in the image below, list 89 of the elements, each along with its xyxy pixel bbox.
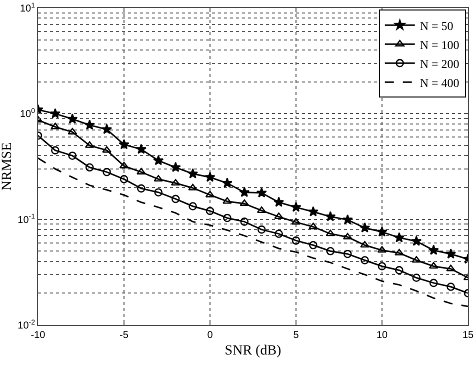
point — [256, 206, 266, 213]
point — [68, 128, 78, 134]
point — [239, 186, 250, 197]
point — [84, 120, 95, 130]
point — [412, 274, 421, 282]
point — [309, 240, 318, 250]
point — [188, 184, 198, 190]
point — [51, 146, 60, 154]
point — [343, 250, 352, 258]
point — [170, 179, 180, 186]
point — [274, 230, 283, 238]
point — [394, 248, 404, 256]
point — [395, 266, 404, 274]
point — [119, 162, 129, 168]
x-tick-label: 5 — [293, 330, 300, 341]
point — [136, 168, 146, 174]
point — [118, 139, 130, 150]
point — [360, 240, 370, 248]
point — [342, 214, 353, 224]
point — [292, 236, 300, 245]
y-tick-label: 10$^{-2}$ — [18, 319, 36, 332]
point — [188, 202, 197, 210]
point — [359, 222, 370, 232]
point — [360, 256, 369, 264]
point — [240, 218, 249, 226]
point — [394, 232, 405, 242]
point — [326, 230, 336, 236]
point — [240, 199, 250, 206]
point — [290, 202, 302, 212]
point — [50, 122, 60, 130]
point — [222, 178, 233, 188]
point — [206, 206, 214, 216]
point — [204, 172, 216, 182]
point — [378, 262, 386, 270]
point — [68, 152, 77, 160]
point — [137, 184, 146, 193]
x-tick-label: -10 — [30, 330, 46, 341]
point — [187, 168, 198, 178]
legend-label: N = 100 — [420, 38, 460, 52]
point — [136, 144, 147, 154]
point — [50, 108, 61, 118]
y-tick-label: 10$^{-1}$ — [18, 214, 36, 226]
legend-label: N = 200 — [420, 56, 460, 71]
legend-label: N = 50 — [420, 18, 454, 33]
point — [153, 155, 164, 166]
point — [377, 246, 387, 253]
point — [445, 248, 456, 259]
point — [308, 222, 318, 230]
point — [222, 197, 232, 204]
point — [376, 226, 388, 237]
point — [308, 206, 319, 216]
y-tick-label: 10$^{1}$ — [20, 2, 36, 14]
legend-label: N = 400 — [420, 76, 460, 90]
point — [428, 244, 439, 255]
point — [446, 264, 456, 272]
x-tick-label: -5 — [120, 330, 129, 341]
point — [412, 256, 422, 263]
point — [223, 214, 232, 222]
point — [205, 190, 215, 198]
point — [101, 124, 112, 134]
point — [154, 175, 164, 182]
y-axis-title: NRMSE — [0, 142, 16, 191]
line-series — [38, 157, 468, 308]
point — [446, 282, 455, 291]
point — [84, 141, 94, 148]
point — [67, 113, 78, 124]
point — [171, 194, 180, 204]
point — [102, 168, 111, 176]
point — [102, 146, 112, 153]
point — [291, 218, 301, 225]
point — [429, 278, 438, 288]
x-tick-label: 0 — [207, 330, 214, 341]
point — [257, 225, 266, 234]
point — [326, 246, 335, 256]
point — [273, 196, 284, 207]
x-tick-label: 15 — [462, 330, 474, 341]
x-tick-label: 10 — [376, 330, 388, 341]
point — [274, 212, 284, 220]
point — [256, 187, 267, 198]
point — [325, 211, 336, 222]
point — [342, 232, 352, 240]
point — [411, 236, 422, 246]
point — [154, 188, 163, 197]
y-tick-label: 10$^{0}$ — [20, 108, 36, 120]
x-axis-title: SNR (dB) — [224, 343, 282, 358]
point — [428, 262, 438, 269]
point — [120, 175, 128, 184]
point — [85, 163, 94, 172]
point — [170, 162, 181, 172]
